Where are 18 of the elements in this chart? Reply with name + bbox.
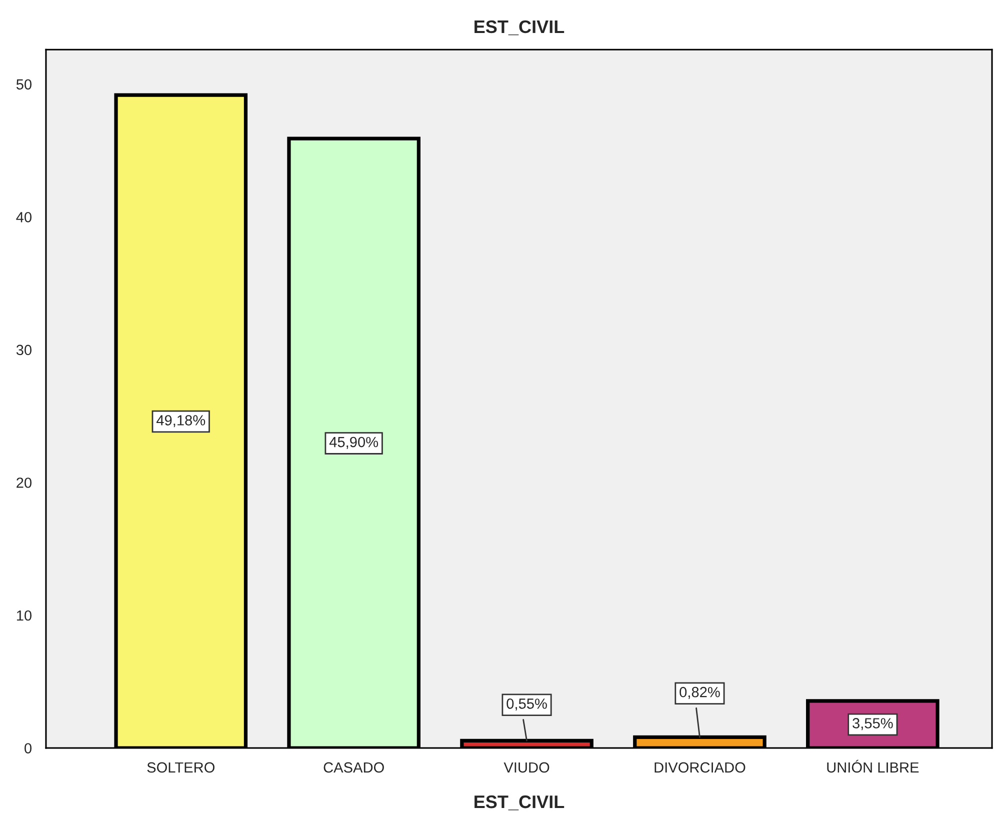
x-tick-label: SOLTERO [147, 762, 214, 773]
data-label: 49,18% [156, 415, 206, 428]
x-tick-label: VIUDO [504, 762, 550, 773]
data-label: 0,82% [680, 686, 720, 699]
y-tick-label: 10 [16, 610, 32, 621]
y-tick-label: 20 [16, 478, 32, 488]
chart-title: EST_CIVIL [474, 20, 564, 36]
x-tick-label: CASADO [324, 762, 384, 773]
data-label: 45,90% [329, 436, 378, 449]
x-tick-label: UNIÓN LIBRE [827, 760, 919, 773]
y-tick-label: 0 [24, 743, 32, 754]
y-tick-label: 40 [16, 212, 32, 222]
y-tick-label: 30 [16, 344, 32, 356]
y-tick-label: 50 [16, 79, 32, 90]
x-tick-label: DIVORCIADO [654, 762, 746, 773]
data-label: 3,55% [852, 718, 893, 730]
x-axis-title: EST_CIVIL [474, 795, 564, 810]
data-label: 0,55% [506, 698, 547, 711]
